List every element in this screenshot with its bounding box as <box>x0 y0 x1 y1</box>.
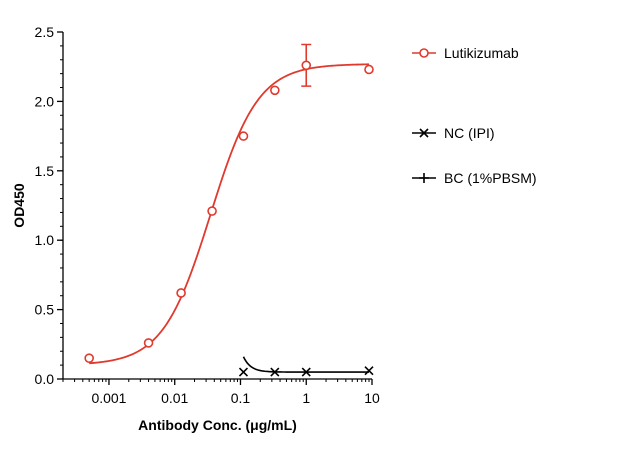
y-tick-label: 1.0 <box>35 232 55 248</box>
legend-label: NC (IPI) <box>444 125 495 141</box>
data-point <box>143 338 154 348</box>
x-tick-label: 0.001 <box>91 390 126 406</box>
data-point <box>238 367 249 377</box>
data-point <box>301 60 312 71</box>
data-point <box>419 128 429 138</box>
data-layer <box>84 43 374 377</box>
data-point <box>176 288 186 298</box>
x-tick-label: 0.01 <box>161 390 188 406</box>
y-axis-title: OD450 <box>11 183 27 228</box>
legend-label: BC (1%PBSM) <box>444 170 537 186</box>
data-point <box>364 366 374 376</box>
y-tick-label: 1.5 <box>35 163 55 179</box>
x-tick-label: 10 <box>364 390 380 406</box>
lutikizumab-fit-curve <box>89 63 370 365</box>
data-point <box>207 206 217 216</box>
data-point <box>270 367 280 377</box>
data-point <box>419 173 429 183</box>
data-point <box>364 64 374 75</box>
data-point <box>419 48 429 58</box>
axes-layer: 0.0 0.5 1.0 1.5 2.0 2.5 0.001 0.01 0.1 1 10 <box>35 24 380 406</box>
y-tick-label: 2.5 <box>35 24 55 40</box>
data-point <box>84 353 94 363</box>
nc-fit-curve <box>242 356 369 373</box>
x-tick-label: 1 <box>302 390 310 406</box>
data-point <box>270 85 280 96</box>
y-tick-label: 0.0 <box>35 371 55 387</box>
y-tick-label: 0.5 <box>35 302 55 318</box>
x-axis-title: Antibody Conc. (μg/mL) <box>138 417 297 433</box>
x-tick-label: 0.1 <box>231 390 251 406</box>
y-tick-label: 2.0 <box>35 93 55 109</box>
legend-label: Lutikizumab <box>444 45 519 61</box>
data-point <box>301 367 311 377</box>
data-point <box>238 131 249 141</box>
legend: Lutikizumab NC (IPI) BC (1%PBSM) <box>412 45 537 186</box>
